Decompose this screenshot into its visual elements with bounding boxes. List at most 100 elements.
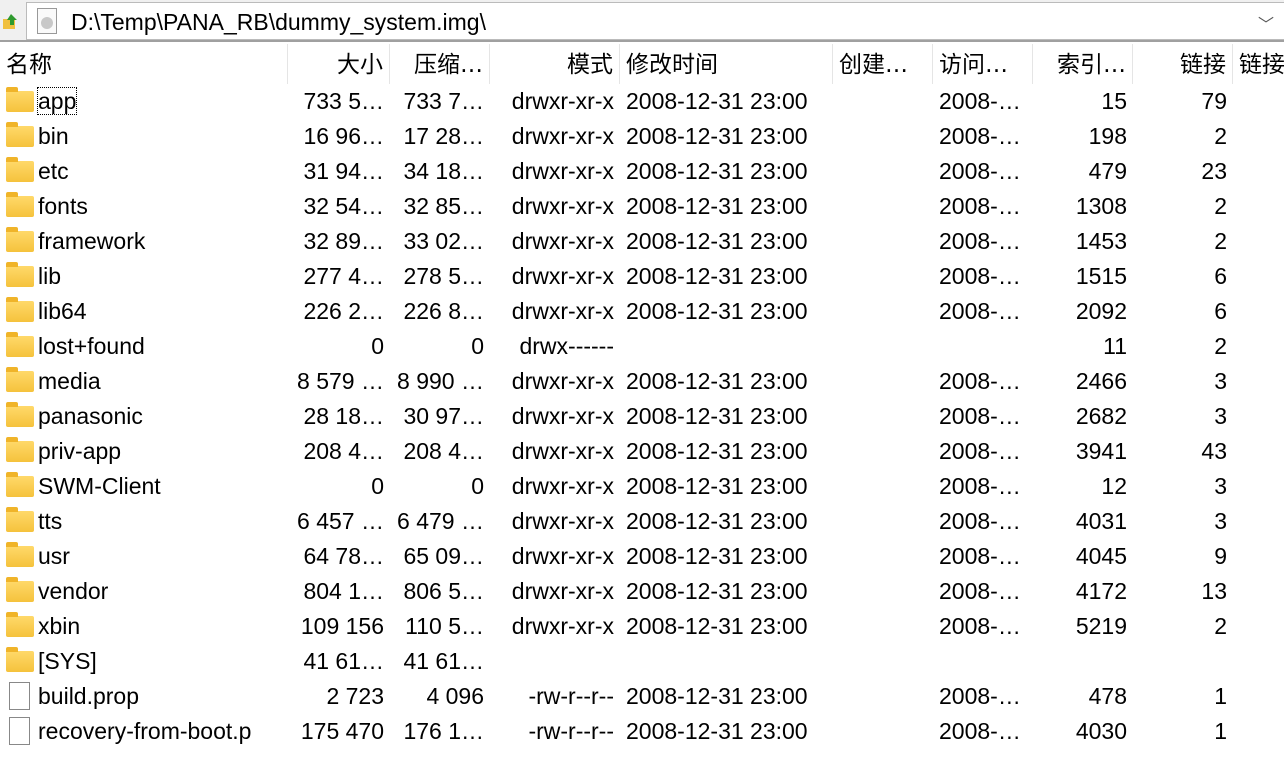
cell-mtime: 2008-12-31 23:00: [626, 403, 808, 429]
cell-mode: -rw-r--r--: [528, 683, 614, 709]
folder-icon: [6, 472, 34, 497]
column-header-index[interactable]: 索引…: [1033, 44, 1133, 84]
cell-index: 198: [1088, 123, 1127, 149]
list-item[interactable]: [SYS] 41 61… 41 61…: [0, 644, 1284, 679]
column-header-links[interactable]: 链接: [1133, 44, 1233, 84]
list-item[interactable]: build.prop 2 723 4 096 -rw-r--r-- 2008-12-31…: [0, 679, 1284, 714]
cell-index: 1515: [1075, 263, 1127, 289]
cell-name: xbin: [38, 613, 81, 639]
cell-name: app: [32, 84, 288, 119]
column-header-atime[interactable]: 访问…: [933, 44, 1033, 84]
cell-size: 8 579 …: [297, 368, 384, 394]
cell-index: [1033, 644, 1133, 679]
cell-atime: 2008-…: [939, 718, 1021, 744]
list-item[interactable]: media 8 579 … 8 990 … drwxr-xr-x 2008-12-31 …: [0, 364, 1284, 399]
cell-ctime: [833, 294, 933, 329]
cell-name: media: [38, 368, 101, 394]
folder-icon: [6, 542, 34, 567]
folder-icon: [6, 122, 34, 147]
cell-links: [1133, 644, 1233, 679]
cell-name: lib64: [38, 298, 87, 324]
cell-mtime: 2008-12-31 23:00: [626, 508, 808, 534]
cell-mode: -rw-r--r--: [528, 718, 614, 744]
column-header-name[interactable]: 名称: [0, 44, 288, 84]
cell-name: panasonic: [38, 403, 143, 429]
list-item[interactable]: lib64 226 2… 226 8… drwxr-xr-x 2008-12-31 23…: [0, 294, 1284, 329]
up-folder-icon[interactable]: [2, 12, 20, 30]
folder-icon: [6, 647, 34, 672]
cell-name: SWM-Client: [38, 473, 161, 499]
list-item[interactable]: bin 16 96… 17 28… drwxr-xr-x 2008-12-31 23:0…: [0, 119, 1284, 154]
cell-size: 226 2…: [303, 298, 384, 324]
cell-links: 2: [1214, 228, 1227, 254]
cell-size: 41 61…: [303, 648, 384, 674]
cell-mode: drwxr-xr-x: [511, 123, 614, 149]
list-item[interactable]: usr 64 78… 65 09… drwxr-xr-x 2008-12-31 23:0…: [0, 539, 1284, 574]
cell-links: 2: [1214, 123, 1227, 149]
cell-mode: drwxr-xr-x: [511, 438, 614, 464]
cell-atime: 2008-…: [939, 578, 1021, 604]
cell-name: priv-app: [38, 438, 122, 464]
cell-ctime: [833, 189, 933, 224]
list-item[interactable]: priv-app 208 4… 208 4… drwxr-xr-x 2008-12-31…: [0, 434, 1284, 469]
list-item[interactable]: app 733 5… 733 7… drwxr-xr-x 2008-12-31 23:0…: [0, 84, 1284, 119]
cell-links: 3: [1214, 473, 1227, 499]
cell-mtime: 2008-12-31 23:00: [626, 613, 808, 639]
cell-atime: 2008-…: [939, 123, 1021, 149]
list-item[interactable]: etc 31 94… 34 18… drwxr-xr-x 2008-12-31 23:0…: [0, 154, 1284, 189]
cell-name: vendor: [38, 578, 109, 604]
cell-atime: 2008-…: [939, 228, 1021, 254]
column-header-links2[interactable]: 链接: [1233, 44, 1284, 84]
cell-packed: 34 18…: [403, 158, 484, 184]
cell-packed: 32 85…: [403, 193, 484, 219]
address-path[interactable]: D:\Temp\PANA_RB\dummy_system.img\: [71, 9, 486, 35]
cell-links: 1: [1214, 718, 1227, 744]
column-header-size[interactable]: 大小: [288, 44, 390, 84]
cell-mtime: 2008-12-31 23:00: [626, 88, 808, 114]
cell-mtime: 2008-12-31 23:00: [626, 683, 808, 709]
file-icon: [9, 682, 30, 710]
column-header-mtime[interactable]: 修改时间: [620, 44, 833, 84]
chevron-down-icon[interactable]: ﹀: [1257, 15, 1274, 34]
list-item[interactable]: framework 32 89… 33 02… drwxr-xr-x 2008-12-3…: [0, 224, 1284, 259]
list-item[interactable]: tts 6 457 … 6 479 … drwxr-xr-x 2008-12-31 23…: [0, 504, 1284, 539]
cell-index: 15: [1101, 88, 1127, 114]
cell-packed: 278 5…: [403, 263, 484, 289]
list-item[interactable]: lib 277 4… 278 5… drwxr-xr-x 2008-12-31 23:0…: [0, 259, 1284, 294]
folder-icon: [6, 227, 34, 252]
cell-atime: 2008-…: [939, 508, 1021, 534]
list-item[interactable]: SWM-Client 0 0 drwxr-xr-x 2008-12-31 23:00 20…: [0, 469, 1284, 504]
cell-index: 4031: [1075, 508, 1127, 534]
cell-mtime: 2008-12-31 23:00: [626, 473, 808, 499]
cell-links: 9: [1214, 543, 1227, 569]
cell-links: 2: [1214, 193, 1227, 219]
cell-index: 5219: [1075, 613, 1127, 639]
cell-size: 31 94…: [303, 158, 384, 184]
cell-links: 3: [1214, 403, 1227, 429]
list-item[interactable]: fonts 32 54… 32 85… drwxr-xr-x 2008-12-31 23…: [0, 189, 1284, 224]
column-header-packed[interactable]: 压缩…: [390, 44, 490, 84]
cell-mtime: 2008-12-31 23:00: [626, 578, 808, 604]
cell-atime: [933, 329, 1033, 364]
list-item[interactable]: recovery-from-boot.p 175 470 176 1… -rw-r--…: [0, 714, 1284, 749]
folder-icon: [6, 192, 34, 217]
cell-atime: 2008-…: [939, 193, 1021, 219]
cell-ctime: [833, 399, 933, 434]
folder-icon: [6, 332, 34, 357]
cell-index: 2466: [1075, 368, 1127, 394]
column-header-ctime[interactable]: 创建…: [833, 44, 933, 84]
cell-atime: [933, 644, 1033, 679]
list-item[interactable]: xbin 109 156 110 5… drwxr-xr-x 2008-12-31 23…: [0, 609, 1284, 644]
cell-mode: drwxr-xr-x: [511, 88, 614, 114]
cell-links: 2: [1214, 613, 1227, 639]
list-item[interactable]: panasonic 28 18… 30 97… drwxr-xr-x 2008-12-3…: [0, 399, 1284, 434]
column-header-mode[interactable]: 模式: [490, 44, 620, 84]
cell-ctime: [833, 364, 933, 399]
list-item[interactable]: lost+found 0 0 drwx------ 11 2: [0, 329, 1284, 364]
address-bar[interactable]: D:\Temp\PANA_RB\dummy_system.img\ ﹀: [26, 2, 1284, 40]
list-item[interactable]: vendor 804 1… 806 5… drwxr-xr-x 2008-12-31 2…: [0, 574, 1284, 609]
cell-size: 6 457 …: [297, 508, 384, 534]
cell-atime: 2008-…: [939, 368, 1021, 394]
cell-links: 13: [1201, 578, 1227, 604]
cell-mtime: 2008-12-31 23:00: [626, 543, 808, 569]
